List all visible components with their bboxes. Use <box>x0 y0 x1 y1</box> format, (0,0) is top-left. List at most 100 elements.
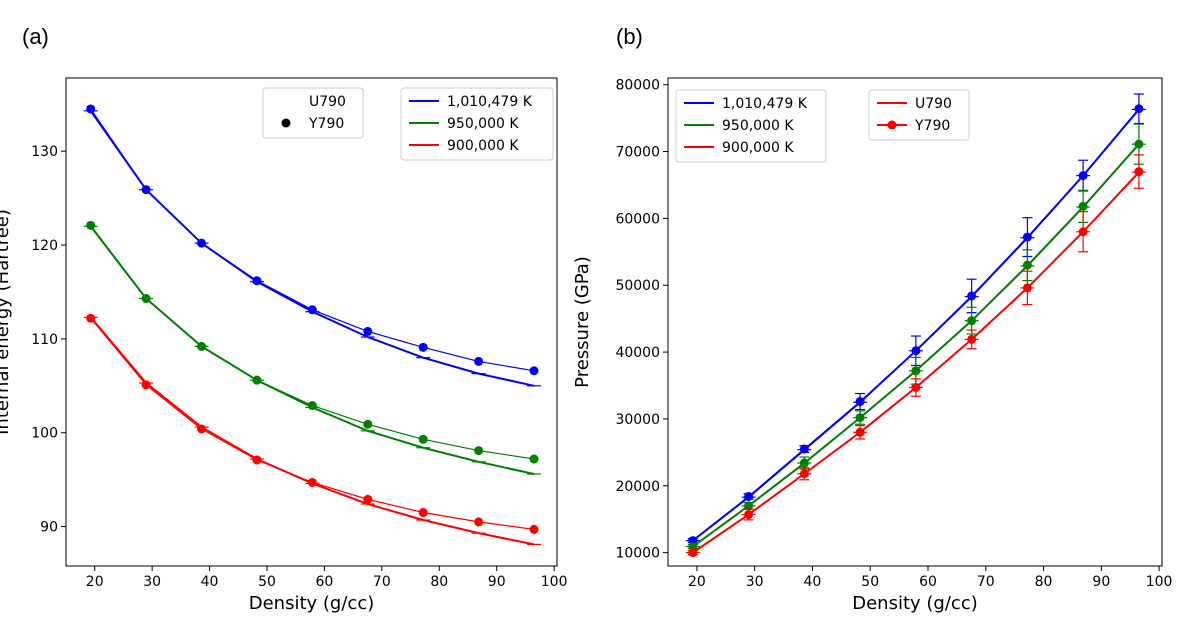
a-y790-point <box>197 341 207 351</box>
a-series-line-u790-4 <box>89 316 535 546</box>
b-y790-point <box>911 383 921 393</box>
a-y-tick-label: 120 <box>31 238 58 254</box>
a-x-tick-label: 20 <box>86 574 104 590</box>
b-legend-box-0 <box>675 89 827 163</box>
b-y790-point <box>1134 139 1144 149</box>
a-y790-point <box>141 185 151 195</box>
a-axes-frame <box>65 77 558 567</box>
a-y790-point <box>86 220 96 230</box>
a-legend-label-u790: U790 <box>309 94 346 110</box>
a-x-tick-label: 90 <box>488 574 506 590</box>
b-x-tick-label: 90 <box>1092 574 1110 590</box>
a-y-tick-label: 130 <box>31 144 58 160</box>
b-y790-point <box>967 291 977 301</box>
b-y790-point <box>744 491 754 501</box>
a-x-tick-label: 80 <box>430 574 448 590</box>
b-y790-point <box>911 346 921 356</box>
b-x-tick-label: 100 <box>1146 574 1173 590</box>
b-y790-point <box>911 366 921 376</box>
a-y-tick-label: 110 <box>31 332 58 348</box>
a-y790-point <box>197 424 207 434</box>
a-x-tick-label: 60 <box>316 574 334 590</box>
b-y790-point <box>1022 232 1032 242</box>
a-series-line-u790-2 <box>89 225 535 476</box>
b-legend-label-t2: 950,000 K <box>722 118 794 134</box>
b-y790-point <box>799 444 809 454</box>
a-y790-point <box>418 342 428 352</box>
a-y790-point <box>86 104 96 114</box>
a-y790-point <box>363 419 373 429</box>
a-y-tick-label: 100 <box>31 426 58 442</box>
a-y790-point <box>363 326 373 336</box>
b-x-tick-label: 50 <box>861 574 879 590</box>
a-x-axis-label: Density (g/cc) <box>249 593 374 614</box>
b-y790-point <box>688 548 698 558</box>
b-y790-point <box>1078 171 1088 181</box>
a-legend-marker-y790 <box>281 118 291 128</box>
b-y-tick-label: 80000 <box>615 78 660 94</box>
b-y790-point <box>1078 201 1088 211</box>
b-series-line-y790-1 <box>692 108 1140 542</box>
a-y790-point <box>418 434 428 444</box>
b-y790-point <box>744 501 754 511</box>
b-x-tick-label: 80 <box>1035 574 1053 590</box>
b-y790-point <box>855 397 865 407</box>
a-legend-label-t2: 950,000 K <box>447 116 519 132</box>
a-series-line-y790-3 <box>90 224 535 460</box>
b-y790-point <box>1078 227 1088 237</box>
b-x-tick-label: 20 <box>688 574 706 590</box>
b-y790-point <box>1022 260 1032 270</box>
pressure-chart: 20 30 40 50 60 70 80 90 100 10000 20000 30000 40000 5… <box>572 77 1173 614</box>
b-y-tick-label: 20000 <box>615 479 660 495</box>
b-x-axis-label: Density (g/cc) <box>852 593 977 614</box>
b-y-tick-label: 50000 <box>615 278 660 294</box>
a-y790-point <box>86 313 96 323</box>
b-legend-label-y790: Y790 <box>914 118 950 134</box>
b-legend-label-t1: 1,010,479 K <box>722 96 808 112</box>
b-y790-point <box>1134 104 1144 114</box>
b-x-tick-label: 70 <box>977 574 995 590</box>
a-y-tick-label: 90 <box>40 520 58 536</box>
b-y-tick-label: 70000 <box>615 145 660 161</box>
a-x-tick-label: 70 <box>373 574 391 590</box>
b-y790-point <box>799 458 809 468</box>
internal-energy-chart: 20 30 40 50 60 70 80 90 100 90 100 110 120 130 Density… <box>0 77 567 614</box>
b-y790-point <box>799 469 809 479</box>
b-y790-point <box>967 334 977 344</box>
a-y790-point <box>307 477 317 487</box>
a-legend-label-y790: Y790 <box>308 116 344 132</box>
b-legend-marker-y790 <box>887 120 897 130</box>
b-y-tick-label: 60000 <box>615 211 660 227</box>
a-x-tick-label: 30 <box>143 574 161 590</box>
a-y790-point <box>197 238 207 248</box>
a-x-tick-label: 40 <box>201 574 219 590</box>
b-y790-point <box>855 413 865 423</box>
a-x-tick-label: 50 <box>258 574 276 590</box>
panel-b-letter: (b) <box>616 24 643 49</box>
a-y790-point <box>363 494 373 504</box>
b-axes-frame <box>667 77 1163 567</box>
b-y790-point <box>1022 283 1032 293</box>
a-legend-label-t3: 900,000 K <box>447 138 519 154</box>
a-y790-point <box>307 401 317 411</box>
b-legend-label-u790: U790 <box>915 96 952 112</box>
a-y790-point <box>529 524 539 534</box>
b-x-tick-label: 40 <box>804 574 822 590</box>
b-y-tick-label: 40000 <box>615 345 660 361</box>
a-y790-point <box>141 294 151 304</box>
a-legend-label-t1: 1,010,479 K <box>447 94 533 110</box>
a-y790-point <box>418 508 428 518</box>
a-legend-box-1 <box>400 87 554 161</box>
a-y790-point <box>307 305 317 315</box>
panel-a-letter: (a) <box>22 24 49 49</box>
a-y790-point <box>474 446 484 456</box>
b-y-tick-label: 30000 <box>615 412 660 428</box>
b-y-tick-label: 10000 <box>615 546 660 562</box>
a-y790-point <box>474 517 484 527</box>
b-legend-label-t3: 900,000 K <box>722 140 794 156</box>
a-y790-point <box>474 356 484 366</box>
b-y790-point <box>1134 167 1144 177</box>
b-y790-point <box>855 427 865 437</box>
a-y790-point <box>252 375 262 385</box>
